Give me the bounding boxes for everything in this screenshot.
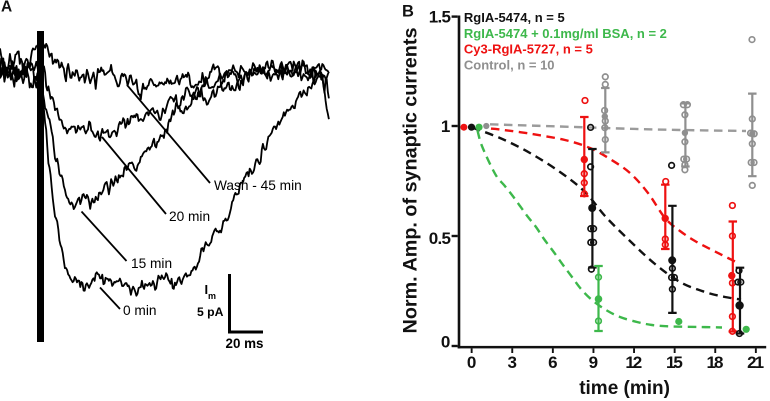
svg-text:20 min: 20 min <box>169 209 210 224</box>
svg-text:20 ms: 20 ms <box>226 336 264 351</box>
svg-text:RgIA-5474 + 0.1mg/ml BSA, n =: RgIA-5474 + 0.1mg/ml BSA, n = 2 <box>464 26 667 41</box>
svg-text:18: 18 <box>707 353 723 372</box>
svg-text:3: 3 <box>507 353 516 372</box>
svg-text:15: 15 <box>666 353 682 372</box>
svg-text:Cy3-RgIA-5727, n = 5: Cy3-RgIA-5727, n = 5 <box>464 42 593 57</box>
svg-text:9: 9 <box>589 353 598 372</box>
svg-text:5 pA: 5 pA <box>197 305 224 319</box>
svg-text:I: I <box>205 282 209 297</box>
svg-text:B: B <box>402 3 414 21</box>
svg-text:Control, n = 10: Control, n = 10 <box>464 58 555 73</box>
svg-text:time (min): time (min) <box>579 378 670 399</box>
svg-text:0 min: 0 min <box>123 303 156 318</box>
svg-text:Wash - 45 min: Wash - 45 min <box>214 178 302 193</box>
svg-text:1.5: 1.5 <box>429 8 451 27</box>
svg-text:15 min: 15 min <box>131 256 172 271</box>
svg-text:Norm. Amp. of synaptic current: Norm. Amp. of synaptic currents <box>400 28 422 334</box>
svg-text:0: 0 <box>467 353 476 372</box>
svg-text:m: m <box>208 291 216 301</box>
svg-text:0: 0 <box>441 332 450 351</box>
svg-text:6: 6 <box>548 353 557 372</box>
svg-text:12: 12 <box>625 353 641 372</box>
svg-text:RgIA-5474, n = 5: RgIA-5474, n = 5 <box>464 10 565 25</box>
svg-text:1: 1 <box>441 117 450 136</box>
svg-text:A: A <box>1 0 12 16</box>
svg-text:21: 21 <box>747 353 763 372</box>
svg-text:0.5: 0.5 <box>429 229 451 248</box>
